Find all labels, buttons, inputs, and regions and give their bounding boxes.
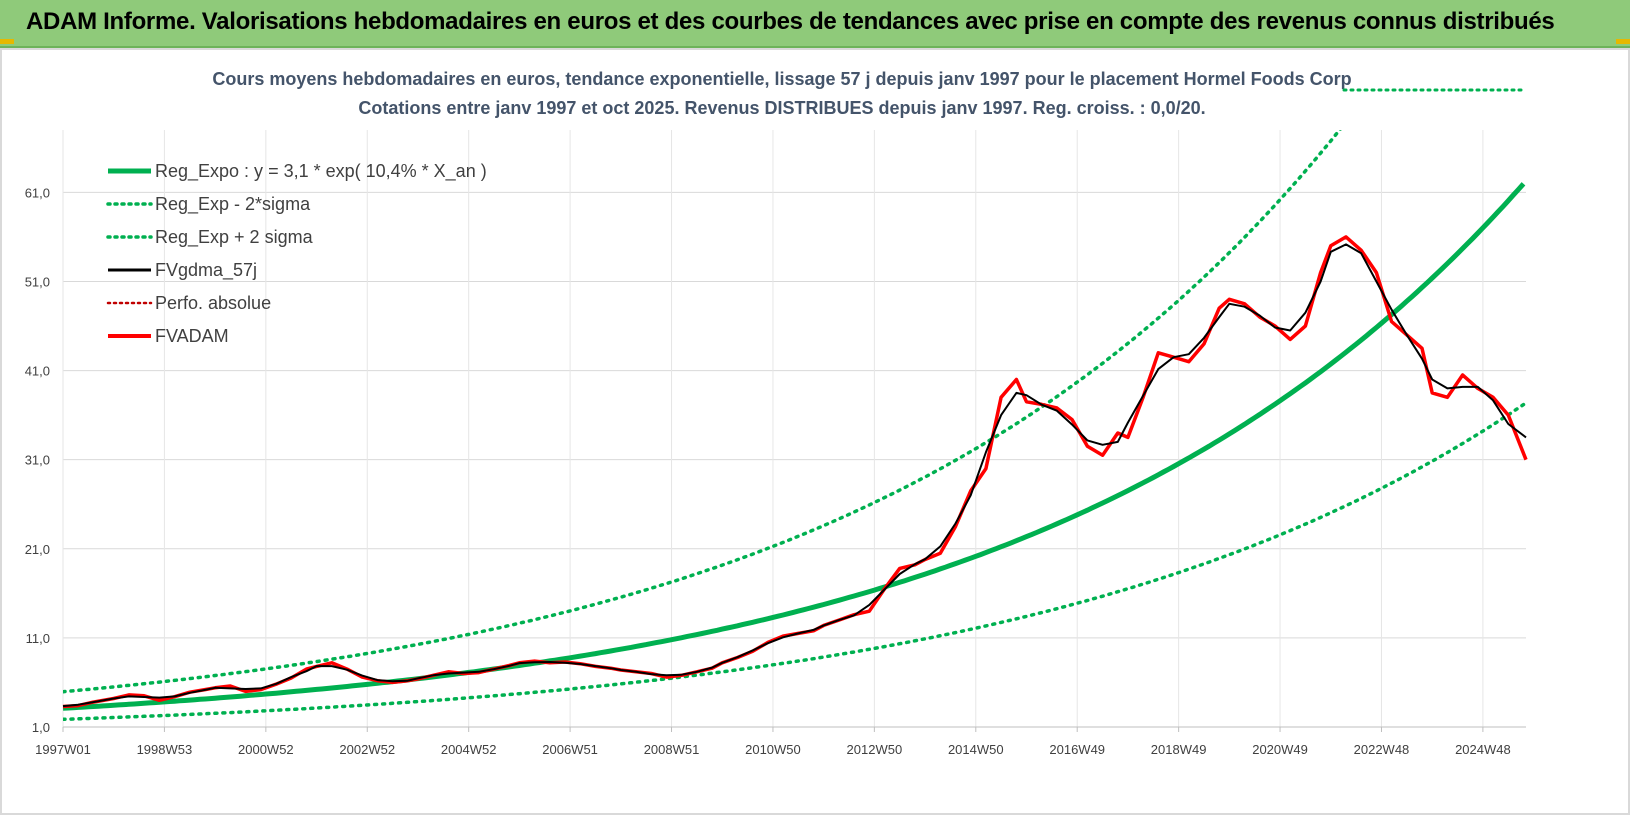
chart-title-line2: Cotations entre janv 1997 et oct 2025. R…: [358, 98, 1205, 118]
x-tick-label: 2022W48: [1354, 742, 1410, 757]
x-tick-label: 2020W49: [1252, 742, 1308, 757]
report-banner: ADAM Informe. Valorisations hebdomadaire…: [0, 0, 1630, 48]
y-tick-label: 1,0: [32, 720, 50, 735]
corner-marker-right: [1616, 39, 1630, 44]
y-tick-label: 31,0: [25, 453, 50, 468]
series-line: [63, 130, 1342, 694]
legend-label: Reg_Expo : y = 3,1 * exp( 10,4% * X_an ): [155, 161, 487, 182]
x-tick-label: 1998W53: [137, 742, 193, 757]
x-tick-label: 2002W52: [339, 742, 395, 757]
series-line: [62, 235, 1528, 709]
chart-title-line1: Cours moyens hebdomadaires en euros, ten…: [212, 69, 1351, 89]
x-tick-label: 1997W01: [35, 742, 91, 757]
legend-label: Reg_Exp - 2*sigma: [155, 194, 311, 215]
legend-label: Perfo. absolue: [155, 293, 271, 313]
y-tick-label: 61,0: [25, 185, 50, 200]
x-tick-label: 2024W48: [1455, 742, 1511, 757]
series-group: [62, 130, 1528, 722]
x-tick-label: 2008W51: [644, 742, 700, 757]
x-tick-label: 2012W50: [847, 742, 903, 757]
line-chart: 1,0 11,0 21,0 31,0 41,0 51,0 61,0 1997W01 1998W…: [25, 69, 1528, 757]
x-tick-label: 2004W52: [441, 742, 497, 757]
x-axis-labels: 1997W01 1998W53 2000W52 2002W52 2004W52 2006W…: [35, 742, 1511, 757]
x-tick-label: 2014W50: [948, 742, 1004, 757]
legend-label: Reg_Exp + 2 sigma: [155, 227, 314, 248]
chart-area: 1,0 11,0 21,0 31,0 41,0 51,0 61,0 1997W01 1998W…: [0, 48, 1630, 815]
series-line: [63, 182, 1526, 711]
legend-label: FVgdma_57j: [155, 260, 257, 281]
legend: Reg_Expo : y = 3,1 * exp( 10,4% * X_an )…: [106, 161, 487, 346]
x-tick-label: 2000W52: [238, 742, 294, 757]
corner-marker-left: [0, 39, 14, 44]
y-axis-labels: 1,0 11,0 21,0 31,0 41,0 51,0 61,0: [25, 185, 50, 735]
series-line: [62, 243, 1527, 708]
x-tick-label: 2016W49: [1049, 742, 1105, 757]
y-tick-label: 51,0: [25, 274, 50, 289]
x-tick-label: 2010W50: [745, 742, 801, 757]
y-tick-label: 41,0: [25, 364, 50, 379]
y-tick-label: 11,0: [26, 631, 50, 646]
x-tick-label: 2006W51: [542, 742, 598, 757]
series-line: [63, 402, 1526, 722]
legend-label: FVADAM: [155, 326, 229, 346]
grid-lines: [62, 130, 1526, 732]
banner-title: ADAM Informe. Valorisations hebdomadaire…: [26, 8, 1555, 35]
x-tick-label: 2018W49: [1151, 742, 1207, 757]
y-tick-label: 21,0: [25, 542, 50, 557]
